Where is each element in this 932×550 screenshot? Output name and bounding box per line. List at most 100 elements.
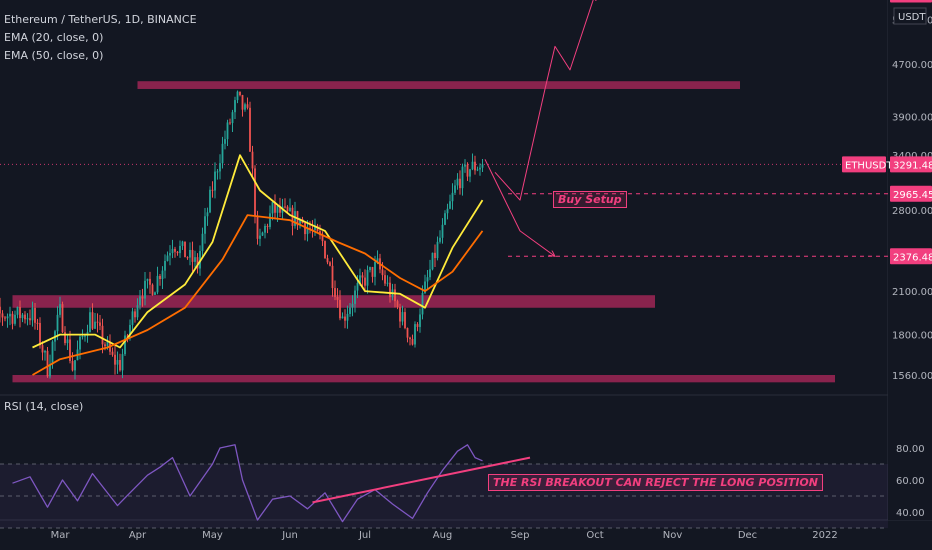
candle-body xyxy=(279,205,281,213)
ema20-legend[interactable]: EMA (20, close, 0) xyxy=(4,31,104,44)
projection-bull xyxy=(494,0,595,201)
candle-body xyxy=(141,296,144,299)
candle-body xyxy=(356,282,359,291)
candle-body xyxy=(214,171,216,191)
zones xyxy=(12,81,835,383)
symbol-tag: ETHUSDT xyxy=(845,160,893,171)
candle-body xyxy=(289,207,291,212)
candle-body xyxy=(126,335,129,337)
candle-body xyxy=(204,216,206,234)
candle-body xyxy=(59,304,61,315)
price-tick: 2800.00 xyxy=(892,206,932,217)
zone-2 xyxy=(12,375,835,383)
ema50-legend[interactable]: EMA (50, close, 0) xyxy=(4,49,104,62)
candle-body xyxy=(36,322,39,324)
rsi-tick: 60.00 xyxy=(896,476,925,487)
candle-body xyxy=(0,306,1,314)
price-axis[interactable]: 1560.001800.002100.002400.002800.003400.… xyxy=(842,0,932,520)
candles[interactable] xyxy=(0,90,484,380)
candle-body xyxy=(481,164,484,168)
time-axis[interactable]: Mar Apr May Jun Jul Aug Sep Oct Nov Dec 2022 xyxy=(51,530,838,541)
candle-body xyxy=(56,314,59,332)
candle-body xyxy=(409,337,411,340)
candle-body xyxy=(354,290,356,304)
time-tick: 2022 xyxy=(812,530,837,541)
candle-body xyxy=(284,206,286,208)
current-price-tag-bg xyxy=(890,156,932,173)
symbol-legend[interactable]: Ethereum / TetherUS, 1D, BINANCE xyxy=(4,13,197,26)
price-tick: 1560.00 xyxy=(892,371,932,382)
candle-body xyxy=(251,151,254,169)
candle-body xyxy=(446,208,449,214)
candle-body xyxy=(341,316,344,319)
candle-body xyxy=(9,313,11,317)
candle-body xyxy=(224,139,226,144)
time-tick: Jun xyxy=(281,530,298,541)
target-tag: 6010.00 xyxy=(893,0,932,2)
candle-body xyxy=(154,292,156,295)
candle-body xyxy=(94,321,96,329)
candle-body xyxy=(89,312,91,333)
candle-body xyxy=(466,164,469,177)
candle-body xyxy=(79,336,81,350)
candle-body xyxy=(241,95,244,110)
ema-lines xyxy=(32,154,484,376)
price-tick: 1800.00 xyxy=(892,331,932,342)
candle-body xyxy=(376,258,379,263)
rsi-legend[interactable]: RSI (14, close) xyxy=(4,400,84,413)
candle-body xyxy=(271,202,274,214)
candle-body xyxy=(26,318,29,320)
candle-body xyxy=(191,249,194,262)
level1-tag-bg xyxy=(890,185,932,202)
time-tick: Dec xyxy=(738,530,757,541)
candle-body xyxy=(179,245,181,254)
candle-body xyxy=(351,303,354,308)
candle-body xyxy=(34,307,36,323)
candle-body xyxy=(404,312,406,329)
time-tick: Mar xyxy=(51,530,71,541)
candle-body xyxy=(464,164,466,167)
candle-body xyxy=(46,350,49,377)
candle-body xyxy=(211,189,214,191)
candle-body xyxy=(421,292,424,315)
candle-body xyxy=(1,313,4,318)
candle-body xyxy=(176,251,179,254)
time-tick: May xyxy=(202,530,223,541)
candle-body xyxy=(411,339,414,345)
candle-body xyxy=(234,100,236,113)
candle-body xyxy=(474,161,476,171)
candle-body xyxy=(101,325,104,345)
candle-body xyxy=(461,166,464,189)
time-tick: Sep xyxy=(511,530,530,541)
candle-body xyxy=(406,328,409,338)
candle-body xyxy=(361,275,364,278)
candle-body xyxy=(41,345,44,353)
rsi-tick: 80.00 xyxy=(896,444,925,455)
candle-body xyxy=(74,360,76,371)
candle-body xyxy=(231,112,234,124)
candle-body xyxy=(91,312,94,329)
candle-body xyxy=(471,161,474,170)
candle-body xyxy=(334,288,336,297)
candle-body xyxy=(431,252,434,270)
candle-body xyxy=(164,260,166,271)
candle-body xyxy=(69,339,71,361)
rsi-note-label: THE RSI BREAKOUT CAN REJECT THE LONG POS… xyxy=(488,474,823,491)
candle-body xyxy=(29,318,31,321)
candle-body xyxy=(244,104,246,110)
rsi-pane[interactable] xyxy=(0,444,888,529)
candle-body xyxy=(24,314,26,320)
buy-setup-label: Buy Setup xyxy=(553,191,627,208)
candle-body xyxy=(276,205,279,213)
ema20-line xyxy=(32,154,484,349)
ema50-line xyxy=(32,214,484,376)
candle-body xyxy=(256,216,259,239)
candle-body xyxy=(226,122,229,140)
candle-body xyxy=(414,324,416,345)
candle-body xyxy=(184,241,186,258)
currency-label: USDT xyxy=(898,12,926,23)
candle-body xyxy=(139,296,141,306)
candle-body xyxy=(429,269,431,278)
candle-body xyxy=(201,233,204,251)
